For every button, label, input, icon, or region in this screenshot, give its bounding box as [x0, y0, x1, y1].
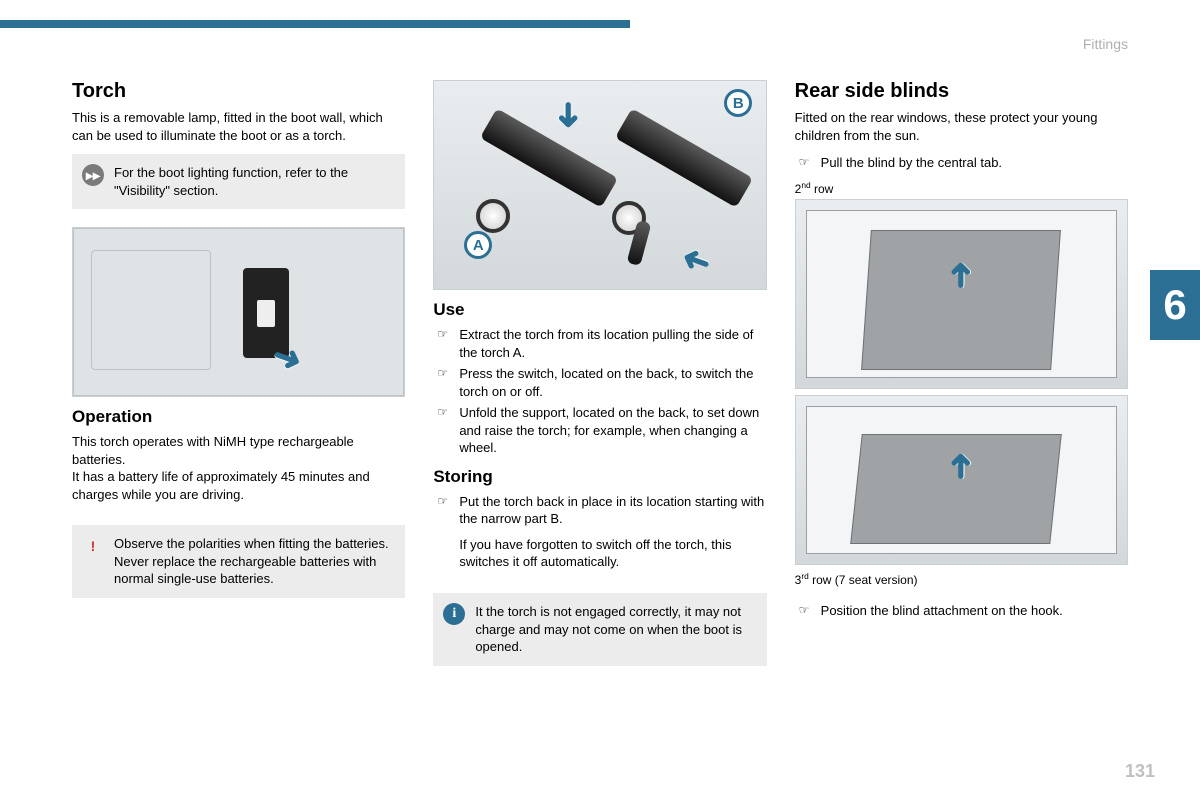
torch-use-illustration: A B ➜ ➜ [433, 80, 766, 290]
operation-text-2: It has a battery life of approximately 4… [72, 468, 405, 503]
blinds-final-step: Position the blind attachment on the hoo… [795, 602, 1128, 620]
use-step: Extract the torch from its location pull… [433, 326, 766, 361]
use-title: Use [433, 300, 766, 320]
storing-title: Storing [433, 467, 766, 487]
page-number: 131 [1125, 761, 1155, 782]
reference-icon: ▸▸ [82, 164, 104, 186]
torch-title: Torch [72, 80, 405, 103]
row3-label: 3rd row (7 seat version) [795, 571, 1128, 588]
blinds-intro: Fitted on the rear windows, these protec… [795, 109, 1128, 144]
warning-line-1: Observe the polarities when fitting the … [114, 535, 393, 553]
arrow-icon: ➜ [676, 237, 716, 284]
info-icon: i [443, 603, 465, 625]
torch-intro: This is a removable lamp, fitted in the … [72, 109, 405, 144]
operation-title: Operation [72, 407, 405, 427]
storing-step: Put the torch back in place in its locat… [433, 493, 766, 528]
blinds-title: Rear side blinds [795, 80, 1128, 103]
info-note-text: It the torch is not engaged correctly, i… [475, 604, 742, 654]
col-use-storing: A B ➜ ➜ Use Extract the torch from its l… [433, 80, 766, 676]
warning-icon: ! [82, 535, 104, 557]
chapter-tab: 6 [1150, 270, 1200, 340]
operation-text-1: This torch operates with NiMH type recha… [72, 433, 405, 468]
arrow-icon: ➜ [940, 261, 980, 290]
label-badge-b: B [724, 89, 752, 117]
blind-row2-illustration: ➜ [795, 199, 1128, 389]
blind-row3-illustration: ➜ [795, 395, 1128, 565]
col-blinds: Rear side blinds Fitted on the rear wind… [795, 80, 1128, 676]
reference-note-text: For the boot lighting function, refer to… [114, 165, 348, 198]
arrow-icon: ➜ [940, 452, 980, 481]
use-step: Unfold the support, located on the back,… [433, 404, 766, 457]
reference-note: ▸▸ For the boot lighting function, refer… [72, 154, 405, 209]
row2-label: 2nd row [795, 180, 1128, 197]
header-section-label: Fittings [1083, 36, 1128, 52]
content-columns: Torch This is a removable lamp, fitted i… [72, 80, 1128, 676]
blinds-step-list: Pull the blind by the central tab. [795, 154, 1128, 172]
header-accent-bar [0, 20, 630, 28]
torch-location-illustration: ➜ [72, 227, 405, 397]
blinds-step: Pull the blind by the central tab. [795, 154, 1128, 172]
blinds-final-step-list: Position the blind attachment on the hoo… [795, 602, 1128, 620]
col-torch: Torch This is a removable lamp, fitted i… [72, 80, 405, 676]
warning-line-2: Never replace the rechargeable batteries… [114, 553, 393, 588]
info-note: i It the torch is not engaged correctly,… [433, 593, 766, 666]
storing-steps: Put the torch back in place in its locat… [433, 493, 766, 528]
warning-note: ! Observe the polarities when fitting th… [72, 525, 405, 598]
storing-step-cont: If you have forgotten to switch off the … [433, 536, 766, 571]
use-step: Press the switch, located on the back, t… [433, 365, 766, 400]
label-badge-a: A [464, 231, 492, 259]
arrow-icon: ➜ [549, 101, 589, 130]
use-steps: Extract the torch from its location pull… [433, 326, 766, 457]
